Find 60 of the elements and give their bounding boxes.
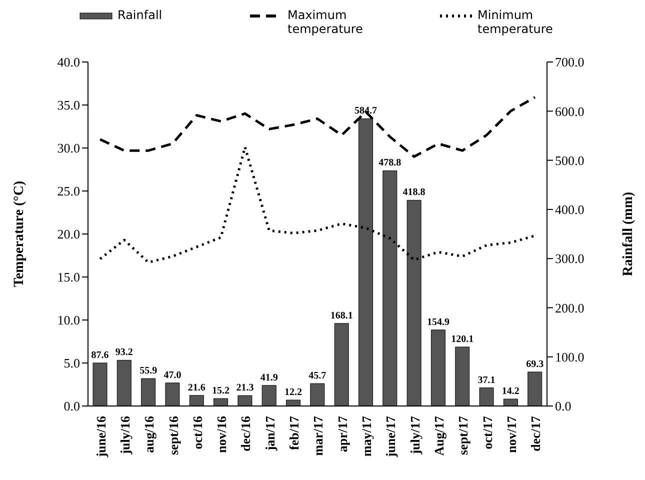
y-tick-label: 20.0 <box>57 226 80 242</box>
y-tick-label: 5.0 <box>64 356 80 371</box>
x-tick-label: june/17 <box>383 416 398 458</box>
x-tick-label: july/16 <box>117 416 132 456</box>
data-label: 15.2 <box>212 386 230 397</box>
x-tick-label: mar/17 <box>310 416 326 456</box>
data-label: 154.9 <box>426 316 450 328</box>
x-tick-label: jan/17 <box>262 416 278 452</box>
x-tick-label: july/17 <box>407 416 422 456</box>
data-label: 21.3 <box>236 382 254 394</box>
data-label: 41.9 <box>260 372 278 384</box>
data-label: 12.2 <box>284 387 302 398</box>
x-tick-label: nov/16 <box>214 416 230 453</box>
legend-label: Maximum temperature <box>288 8 364 36</box>
y-tick-label: 0.0 <box>64 398 80 414</box>
x-tick-label: dec/17 <box>528 416 544 452</box>
x-tick-label: may/17 <box>359 416 374 456</box>
x-tick-label: sept/17 <box>456 416 471 455</box>
y2-tick-label: 700.0 <box>555 54 584 70</box>
x-tick-label: sept/16 <box>166 416 181 455</box>
y2-tick-label: 300.0 <box>555 251 584 266</box>
data-label: 55.9 <box>140 366 158 377</box>
data-label: 120.1 <box>451 334 474 345</box>
data-label: 14.2 <box>502 386 520 398</box>
x-tick-label: dec/16 <box>238 416 254 452</box>
y-tick-label: 15.0 <box>57 270 80 285</box>
y2-tick-label: 200.0 <box>555 300 584 316</box>
data-label: 168.1 <box>330 310 353 322</box>
y2-tick-label: 0.0 <box>555 398 572 414</box>
x-tick-label: june/16 <box>93 416 108 458</box>
data-label: 69.3 <box>526 358 544 370</box>
y2-tick-label: 400.0 <box>555 202 584 218</box>
y2-tick-label: 500.0 <box>555 152 584 168</box>
y-tick-label: 10.0 <box>57 312 80 328</box>
data-label: 93.2 <box>115 347 133 358</box>
data-label: 478.8 <box>378 158 402 169</box>
data-label: 418.8 <box>402 187 426 198</box>
y-axis-title: Temperature (°C) <box>12 180 27 288</box>
legend-label: Rainfall <box>118 8 162 22</box>
y2-tick-label: 100.0 <box>555 349 584 364</box>
y-tick-label: 40.0 <box>57 54 80 70</box>
y2-axis-title: Rainfall (mm) <box>620 191 636 276</box>
legend-label: Minimum temperature <box>478 8 554 36</box>
data-label: 21.6 <box>188 382 206 394</box>
data-label: 45.7 <box>308 370 326 382</box>
data-label: 37.1 <box>478 374 496 386</box>
x-tick-label: nov/17 <box>504 416 519 453</box>
x-tick-label: apr/17 <box>334 416 350 452</box>
y-tick-label: 30.0 <box>57 140 80 156</box>
x-tick-label: oct/16 <box>190 416 205 450</box>
y-tick-label: 25.0 <box>57 184 80 199</box>
data-label: 47.0 <box>164 370 182 381</box>
x-tick-label: oct/17 <box>480 416 495 450</box>
x-tick-label: aug/16 <box>142 416 157 453</box>
x-tick-label: Aug/17 <box>432 416 447 456</box>
data-label: 87.6 <box>91 350 109 361</box>
x-tick-label: feb/17 <box>286 416 302 450</box>
data-label: 584.7 <box>354 106 377 117</box>
y2-tick-label: 600.0 <box>555 104 584 119</box>
y-tick-label: 35.0 <box>57 98 80 113</box>
